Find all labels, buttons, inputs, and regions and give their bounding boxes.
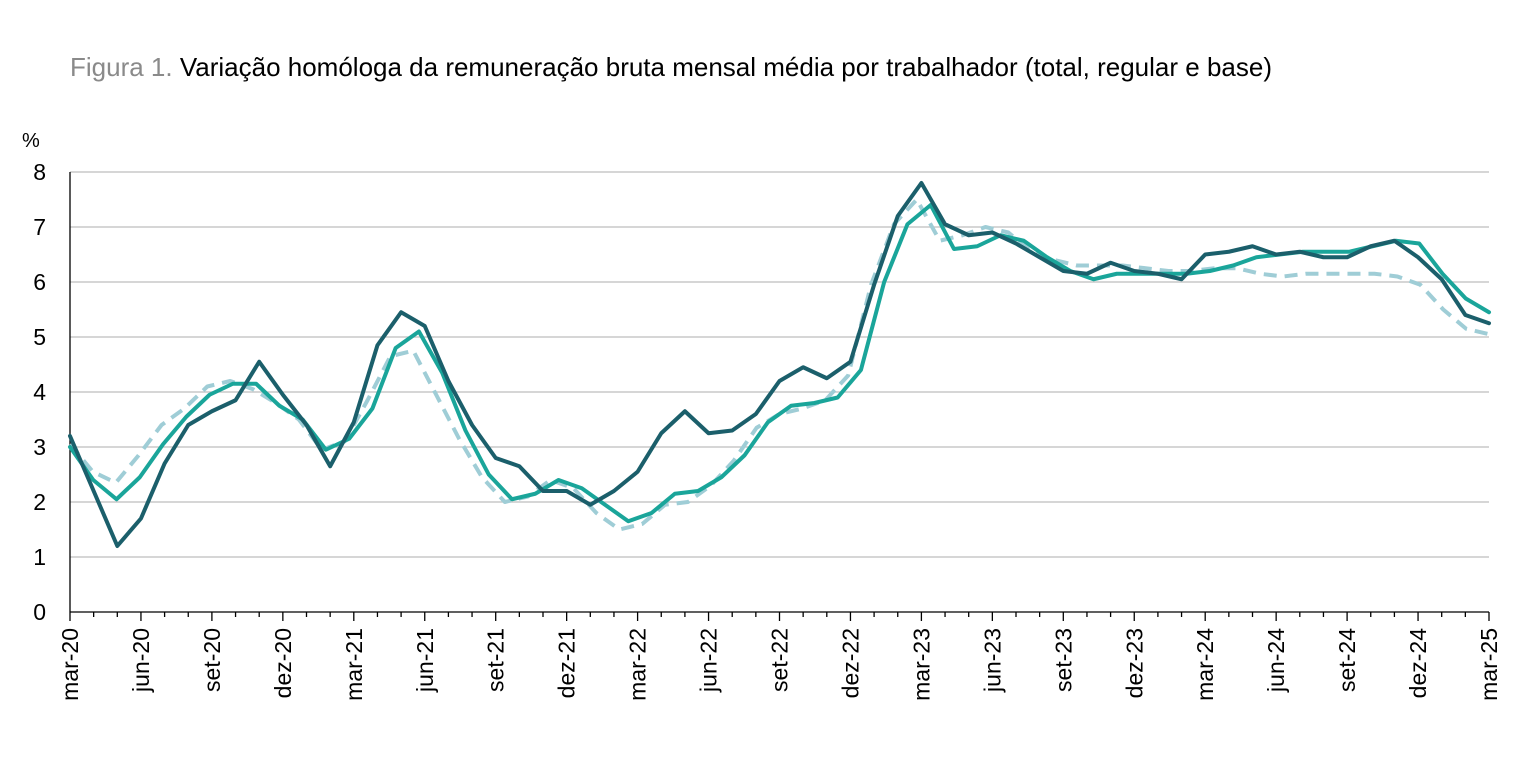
x-tick-label: mar-20: [57, 628, 83, 701]
x-tick-label: dez-22: [837, 628, 863, 698]
x-tick-label: mar-22: [625, 628, 651, 701]
x-tick-label: dez-21: [554, 628, 580, 698]
title-main: Variação homóloga da remuneração bruta m…: [179, 52, 1272, 82]
y-tick-label: 2: [33, 489, 46, 515]
x-tick-label: set-21: [483, 628, 509, 692]
x-tick-label: dez-24: [1405, 628, 1431, 699]
x-tick-label: dez-20: [270, 628, 296, 698]
x-tick-label: set-22: [767, 628, 793, 692]
y-tick-label: 1: [33, 544, 46, 570]
y-tick-label: 8: [33, 159, 46, 185]
x-tick-label: set-20: [199, 628, 225, 692]
x-tick-label: mar-23: [908, 628, 934, 701]
x-tick-label: jun-23: [979, 628, 1005, 693]
x-tick-label: jun-22: [696, 628, 722, 693]
x-tick-label: set-24: [1334, 628, 1360, 692]
x-tick-label: dez-23: [1121, 628, 1147, 698]
y-tick-label: 6: [33, 269, 46, 295]
series-line-base: [68, 197, 1490, 532]
y-tick-label: 7: [33, 214, 46, 240]
x-tick-label: jun-21: [412, 628, 438, 693]
x-tick-label: mar-24: [1192, 628, 1218, 701]
x-tick-label: mar-21: [341, 628, 367, 701]
y-tick-label: 0: [33, 599, 46, 625]
y-axis-unit-label: %: [22, 130, 40, 152]
chart-title: Figura 1. Variação homóloga da remuneraç…: [70, 52, 1272, 83]
y-tick-label: 3: [33, 434, 46, 460]
y-tick-label: 4: [33, 379, 46, 405]
x-tick-label: set-23: [1050, 628, 1076, 692]
series-line-total: [68, 181, 1491, 548]
x-tick-label: jun-20: [128, 628, 154, 693]
title-prefix: Figura 1.: [70, 52, 173, 82]
y-tick-label: 5: [33, 324, 46, 350]
x-tick-label: mar-25: [1476, 628, 1502, 701]
x-tick-label: jun-24: [1263, 628, 1289, 693]
